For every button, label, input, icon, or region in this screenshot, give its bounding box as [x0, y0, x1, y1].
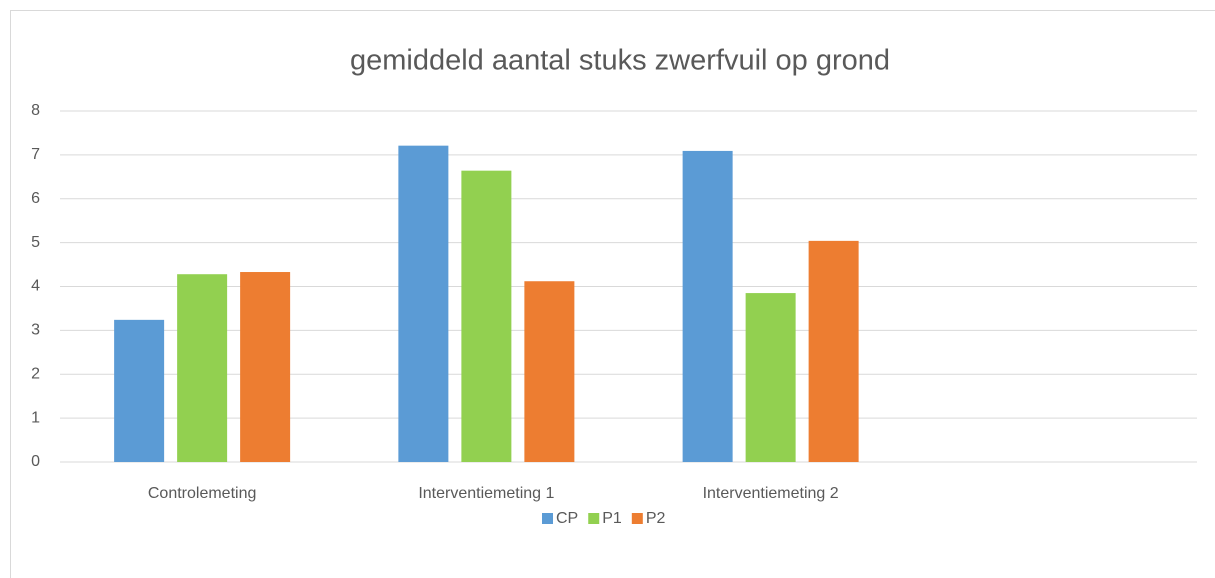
y-tick-label: 0	[31, 453, 40, 470]
bar	[524, 281, 575, 462]
y-tick-label: 3	[31, 322, 40, 339]
legend-swatch	[631, 513, 643, 524]
bar	[808, 240, 859, 462]
x-tick-label: Interventiemeting 2	[703, 485, 839, 502]
bar	[461, 170, 512, 463]
x-tick-label: Controlemeting	[148, 485, 257, 502]
legend-label: CP	[556, 510, 578, 527]
y-tick-label: 1	[31, 409, 40, 426]
y-tick-label: 6	[31, 190, 40, 207]
y-tick-label: 5	[31, 234, 40, 251]
bar	[114, 319, 165, 462]
y-tick-label: 4	[31, 278, 40, 295]
y-tick-label: 7	[31, 146, 40, 163]
bar	[682, 150, 733, 462]
chart-title: gemiddeld aantal stuks zwerfvuil op gron…	[350, 45, 890, 77]
legend-swatch	[542, 513, 553, 524]
legend-swatch	[588, 513, 600, 524]
y-tick-label: 2	[31, 365, 40, 382]
x-tick-label: Interventiemeting 1	[418, 485, 554, 502]
legend-label: P2	[646, 510, 666, 527]
bar	[745, 293, 796, 462]
bar	[177, 274, 228, 462]
bar	[398, 145, 449, 462]
legend-label: P1	[602, 510, 622, 527]
bar	[240, 272, 291, 462]
y-tick-label: 8	[31, 102, 40, 119]
